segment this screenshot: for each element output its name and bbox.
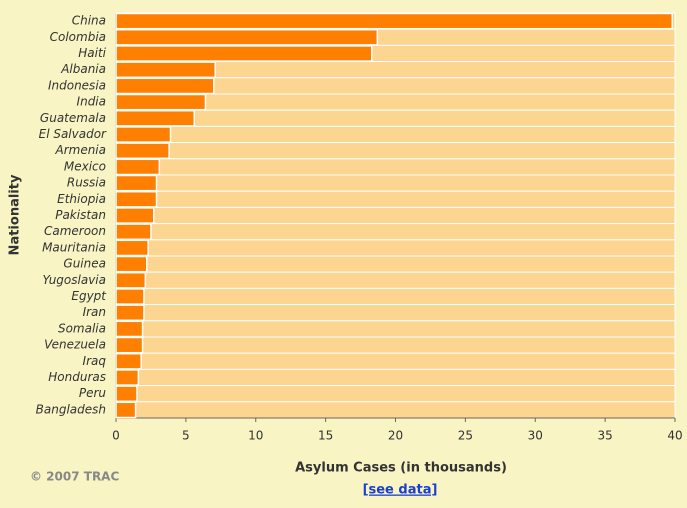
- bar: [115, 142, 170, 160]
- y-tick-label: Iran: [83, 305, 106, 319]
- row-band: [115, 255, 676, 273]
- bar: [115, 93, 207, 111]
- bar: [115, 28, 379, 46]
- y-tick-label: Pakistan: [55, 208, 106, 222]
- y-tick-label: Albania: [60, 62, 106, 76]
- y-tick-label: Bangladesh: [36, 402, 106, 416]
- y-tick-label: Armenia: [54, 143, 106, 157]
- row-band: [115, 142, 676, 160]
- copyright: © 2007 TRAC: [30, 470, 119, 484]
- y-tick-label: Colombia: [50, 30, 106, 44]
- bar: [115, 12, 673, 30]
- x-axis-label: Asylum Cases (in thousands): [295, 461, 507, 476]
- row-band: [115, 401, 676, 419]
- row-band: [115, 206, 676, 225]
- x-tick-label: 15: [318, 429, 333, 443]
- bar: [115, 352, 142, 370]
- bar: [115, 109, 196, 127]
- y-tick-label: Somalia: [58, 321, 106, 335]
- y-tick-label: Iraq: [83, 354, 107, 368]
- row-band: [115, 109, 676, 127]
- bar: [115, 304, 145, 322]
- bar: [115, 174, 158, 192]
- y-tick-label: El Salvador: [39, 127, 107, 141]
- row-band: [115, 223, 676, 241]
- bar: [115, 385, 138, 403]
- x-tick-label: 25: [458, 429, 473, 443]
- bar: [115, 61, 216, 79]
- bar: [115, 288, 145, 305]
- y-tick-label: Russia: [67, 176, 106, 190]
- y-tick-label: Haiti: [78, 46, 106, 60]
- x-tick-label: 40: [667, 429, 682, 443]
- y-tick-label: Peru: [79, 386, 107, 400]
- row-band: [115, 271, 676, 289]
- y-tick-label: Guatemala: [40, 111, 106, 125]
- y-tick-label: Honduras: [48, 370, 106, 384]
- x-tick-label: 10: [248, 429, 263, 443]
- see-data-text[interactable]: [see data]: [363, 483, 438, 498]
- bar: [115, 126, 172, 143]
- x-tick-label: 0: [112, 429, 120, 443]
- y-tick-label: Ethiopia: [57, 192, 106, 206]
- row-band: [115, 287, 676, 306]
- bar: [115, 77, 215, 95]
- x-tick-label: 20: [388, 429, 403, 443]
- y-tick-label: Venezuela: [44, 338, 106, 352]
- row-band: [115, 158, 676, 176]
- see-data-link[interactable]: [see data]: [363, 483, 438, 498]
- x-tick-label: 35: [597, 429, 612, 443]
- y-tick-label: Mauritania: [42, 240, 106, 254]
- bar: [115, 190, 158, 208]
- bar: [115, 158, 161, 176]
- bar: [115, 239, 149, 257]
- bar: [115, 45, 373, 62]
- bar: [115, 401, 137, 419]
- y-tick-label: Mexico: [64, 159, 106, 173]
- y-tick-label: India: [77, 95, 106, 109]
- y-tick-label: Cameroon: [44, 224, 106, 238]
- bar: [115, 369, 140, 386]
- y-tick-label: Guinea: [63, 257, 106, 271]
- y-tick-label: Yugoslavia: [42, 273, 106, 287]
- y-tick-label: Egypt: [71, 289, 107, 303]
- y-tick-label: Indonesia: [48, 78, 106, 92]
- bar: [115, 223, 152, 241]
- row-band: [115, 125, 676, 144]
- row-band: [115, 336, 676, 354]
- row-band: [115, 239, 676, 257]
- row-band: [115, 368, 676, 387]
- row-band: [115, 385, 676, 403]
- bar: [115, 320, 144, 338]
- y-tick-label: China: [72, 14, 106, 28]
- row-band: [115, 190, 676, 208]
- y-axis-label: Nationality: [8, 174, 23, 255]
- bar: [115, 336, 144, 354]
- bar: [115, 271, 147, 289]
- x-tick-label: 30: [528, 429, 543, 443]
- x-tick-label: 5: [182, 429, 190, 443]
- row-band: [115, 304, 676, 322]
- row-band: [115, 174, 676, 192]
- bar: [115, 255, 148, 273]
- bar: [115, 207, 155, 224]
- row-band: [115, 320, 676, 338]
- row-band: [115, 352, 676, 370]
